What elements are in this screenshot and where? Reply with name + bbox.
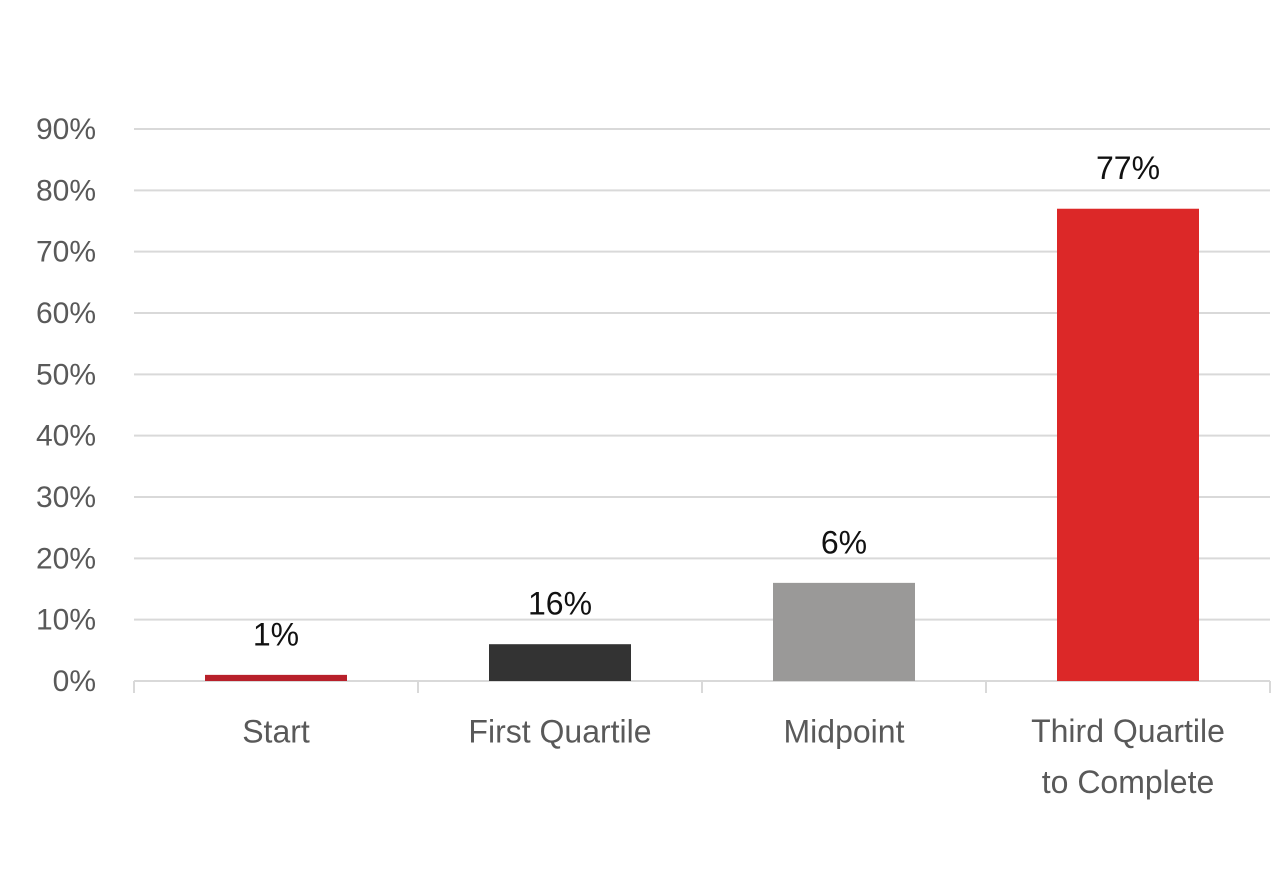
x-tick-label: Third Quartile to Complete <box>1031 713 1225 800</box>
y-tick-label: 0% <box>53 665 96 698</box>
y-tick-label: 30% <box>36 481 96 514</box>
y-tick-label: 50% <box>36 358 96 391</box>
y-tick-label: 80% <box>36 174 96 207</box>
x-tick-label: First Quartile <box>468 713 651 749</box>
y-tick-label: 60% <box>36 297 96 330</box>
annotation: 77% <box>1096 150 1160 186</box>
annotation: 6% <box>821 524 867 560</box>
annotation: 16% <box>528 586 592 622</box>
y-tick-label: 10% <box>36 604 96 637</box>
bar <box>1057 208 1199 681</box>
x-tick-label: Midpoint <box>784 713 905 749</box>
bar <box>489 644 631 681</box>
bar <box>205 674 347 681</box>
y-tick-label: 20% <box>36 542 96 575</box>
bar <box>773 582 915 681</box>
annotation: 1% <box>253 616 299 652</box>
y-tick-label: 70% <box>36 236 96 269</box>
y-tick-label: 40% <box>36 420 96 453</box>
y-tick-label: 90% <box>36 113 96 146</box>
x-tick-label: Start <box>242 713 310 749</box>
